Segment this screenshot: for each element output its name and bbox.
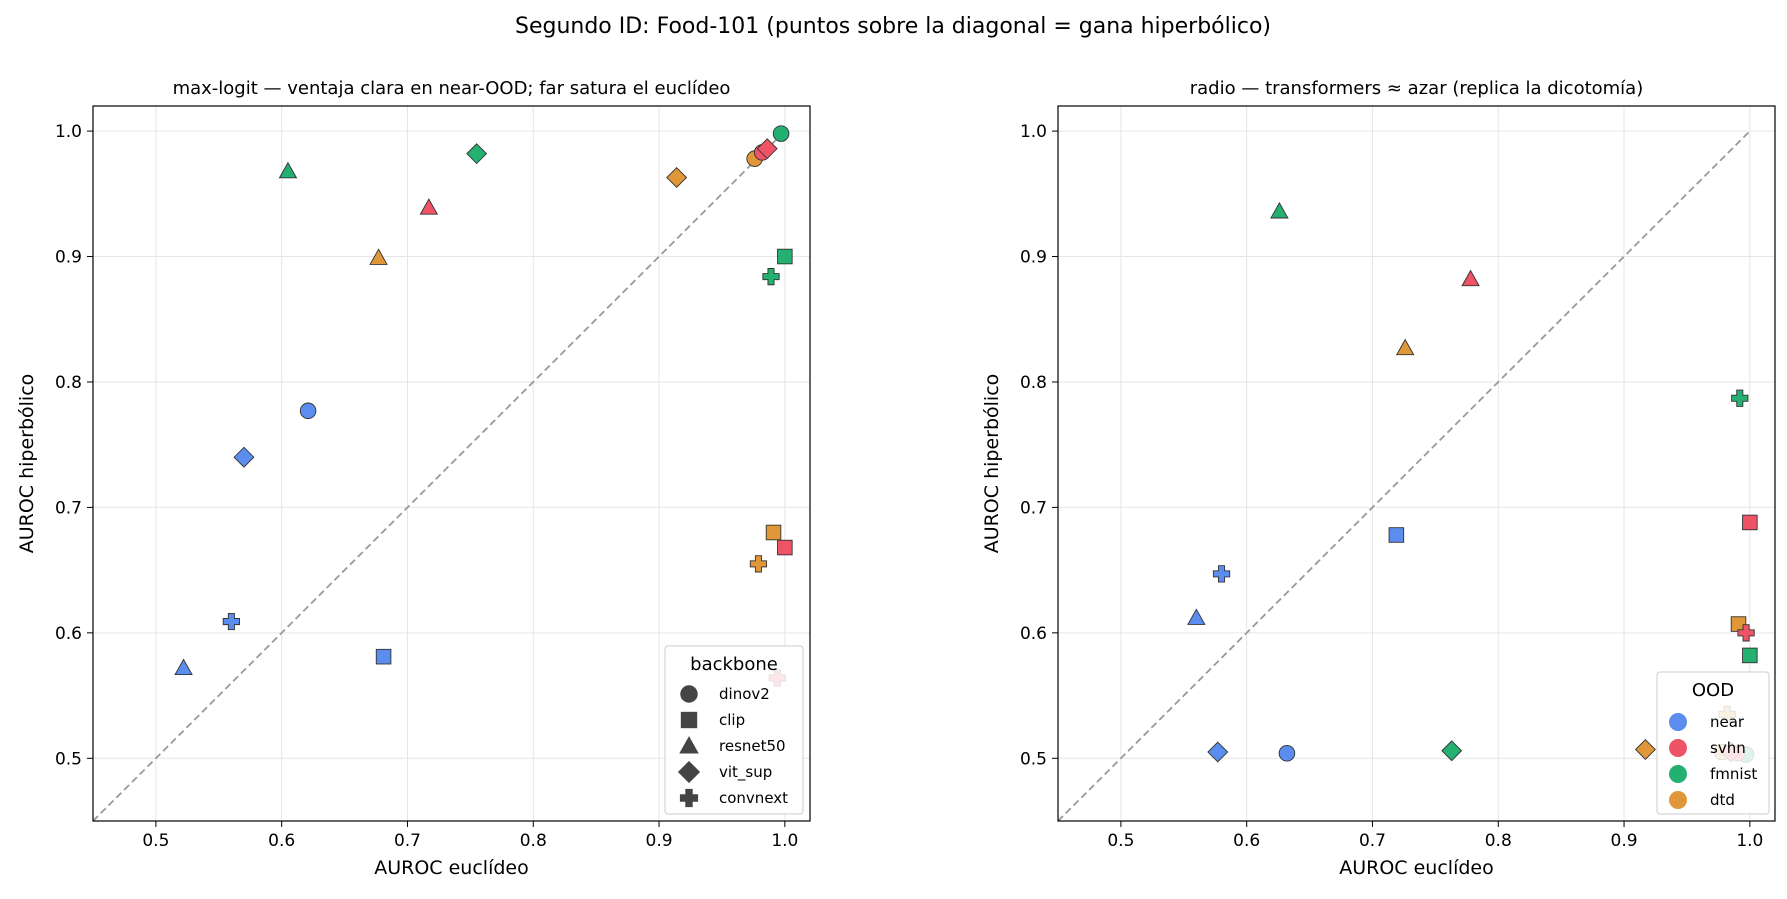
point-vit_sup-near xyxy=(233,446,255,468)
point-vit_sup-near xyxy=(1207,741,1229,763)
point-resnet50-svhn xyxy=(1461,269,1480,287)
y-tick-label: 1.0 xyxy=(55,122,82,142)
y-axis-label: AUROC hiperbólico xyxy=(16,374,38,554)
point-convnext-svhn xyxy=(1737,624,1755,642)
point-convnext-near xyxy=(222,612,240,631)
panel-title: max-logit — ventaja clara en near-OOD; f… xyxy=(173,78,731,99)
legend-label-svhn: svhn xyxy=(1710,739,1746,757)
legend-marker-vit_sup xyxy=(677,760,701,784)
point-convnext-dtd xyxy=(749,555,768,573)
legend-ood: OOD near svhn fmnist dtd xyxy=(1656,671,1770,815)
point-vit_sup-svhn xyxy=(756,138,778,160)
axes-frame xyxy=(1057,105,1776,822)
point-convnext-near xyxy=(1212,565,1231,583)
y-tick-label: 1.0 xyxy=(1020,122,1047,142)
point-vit_sup-fmnist xyxy=(466,143,488,165)
point-clip-near xyxy=(1388,527,1405,543)
legend-backbone: backbone dinov2 clip resnet50 vit_supconvnex… xyxy=(664,645,804,815)
point-convnext-fmnist xyxy=(1731,389,1749,407)
axes-frame xyxy=(92,105,811,822)
x-tick-label: 0.9 xyxy=(1611,831,1638,851)
x-axis-label: AUROC euclídeo xyxy=(1339,857,1493,879)
point-dinov2-fmnist xyxy=(772,125,790,142)
y-tick-label: 0.8 xyxy=(1020,373,1047,393)
point-vit_sup-dtd xyxy=(666,167,688,188)
point-resnet50-near xyxy=(1187,608,1206,625)
point-clip-fmnist xyxy=(1742,647,1758,664)
point-clip-dtd xyxy=(765,524,782,541)
x-tick-label: 0.5 xyxy=(1107,831,1134,851)
legend-marker-fmnist xyxy=(1669,765,1687,783)
grid xyxy=(93,106,810,821)
point-resnet50-fmnist xyxy=(278,161,298,179)
y-tick-label: 0.6 xyxy=(1020,624,1047,644)
panel-title: radio — transformers ≈ azar (replica la … xyxy=(1190,78,1644,99)
y-tick-label: 0.6 xyxy=(55,624,82,644)
point-resnet50-dtd xyxy=(369,248,388,265)
x-tick-label: 0.5 xyxy=(142,831,169,851)
y-tick-label: 0.9 xyxy=(55,248,82,268)
points xyxy=(174,125,793,687)
legend-marker-dtd xyxy=(1669,791,1687,809)
legend-marker-near xyxy=(1669,713,1687,731)
point-clip-fmnist xyxy=(777,248,793,265)
point-clip-near xyxy=(375,648,392,665)
diagonal-reference-line xyxy=(1058,130,1751,821)
diagonal-reference-line xyxy=(93,130,786,821)
y-tick-label: 0.7 xyxy=(55,498,82,518)
grid xyxy=(1058,106,1775,821)
scatter-panel-1: 0.5 0.6 0.7 0.8 0.9 1.0 0.5 0.6 0.7 0.8 0.9 1.0 max-… xyxy=(16,78,811,879)
point-convnext-fmnist xyxy=(762,267,780,286)
x-tick-label: 1.0 xyxy=(1736,831,1763,851)
x-tick-label: 0.7 xyxy=(1359,831,1386,851)
point-resnet50-svhn xyxy=(419,198,439,215)
x-tick-label: 0.8 xyxy=(520,831,547,851)
y-tick-label: 0.5 xyxy=(55,749,82,769)
x-tick-label: 0.8 xyxy=(1485,831,1512,851)
y-tick-label: 0.7 xyxy=(1020,498,1047,518)
point-vit_sup-fmnist xyxy=(1441,740,1463,762)
y-tick-label: 0.8 xyxy=(55,373,82,393)
legend-title: OOD xyxy=(1692,680,1734,701)
point-resnet50-dtd xyxy=(1395,338,1415,356)
legend-marker-dinov2 xyxy=(680,685,698,703)
legend-label-vit_sup: vit_sup xyxy=(719,763,772,782)
point-clip-svhn xyxy=(777,539,793,556)
x-axis-label: AUROC euclídeo xyxy=(374,857,528,879)
x-tick-label: 1.0 xyxy=(771,831,798,851)
x-tick-label: 0.6 xyxy=(268,831,295,851)
legend-marker-svhn xyxy=(1669,739,1687,757)
point-dinov2-near xyxy=(1278,744,1296,762)
legend-label-resnet50: resnet50 xyxy=(719,737,786,755)
legend-marker-clip xyxy=(680,711,698,729)
legend-marker-convnext xyxy=(679,788,699,808)
point-clip-svhn xyxy=(1742,514,1758,531)
point-resnet50-near xyxy=(174,658,193,676)
legend-marker-resnet50 xyxy=(679,736,699,754)
panels: 0.5 0.6 0.7 0.8 0.9 1.0 0.5 0.6 0.7 0.8 0.9 1.0 max-… xyxy=(16,78,1776,879)
legend-label-fmnist: fmnist xyxy=(1710,765,1757,783)
y-axis-label: AUROC hiperbólico xyxy=(981,374,1003,554)
y-tick-label: 0.5 xyxy=(1020,749,1047,769)
legend-title: backbone xyxy=(690,654,778,675)
legend-label-clip: clip xyxy=(719,711,745,729)
point-resnet50-fmnist xyxy=(1270,201,1289,219)
legend-label-dinov2: dinov2 xyxy=(719,685,770,703)
x-tick-label: 0.6 xyxy=(1233,831,1260,851)
figure-title: Segundo ID: Food-101 (puntos sobre la di… xyxy=(515,14,1271,39)
x-tick-label: 0.9 xyxy=(646,831,673,851)
scatter-panel-2: 0.5 0.6 0.7 0.8 0.9 1.0 0.5 0.6 0.7 0.8 0.9 1.0 radi… xyxy=(981,78,1776,879)
point-vit_sup-dtd xyxy=(1634,739,1656,760)
legend-label-dtd: dtd xyxy=(1710,791,1735,809)
point-dinov2-near xyxy=(299,402,317,420)
legend-label-convnext: convnext xyxy=(719,789,788,807)
y-tick-label: 0.9 xyxy=(1020,248,1047,268)
legend-label-near: near xyxy=(1710,713,1745,731)
x-tick-label: 0.7 xyxy=(394,831,421,851)
